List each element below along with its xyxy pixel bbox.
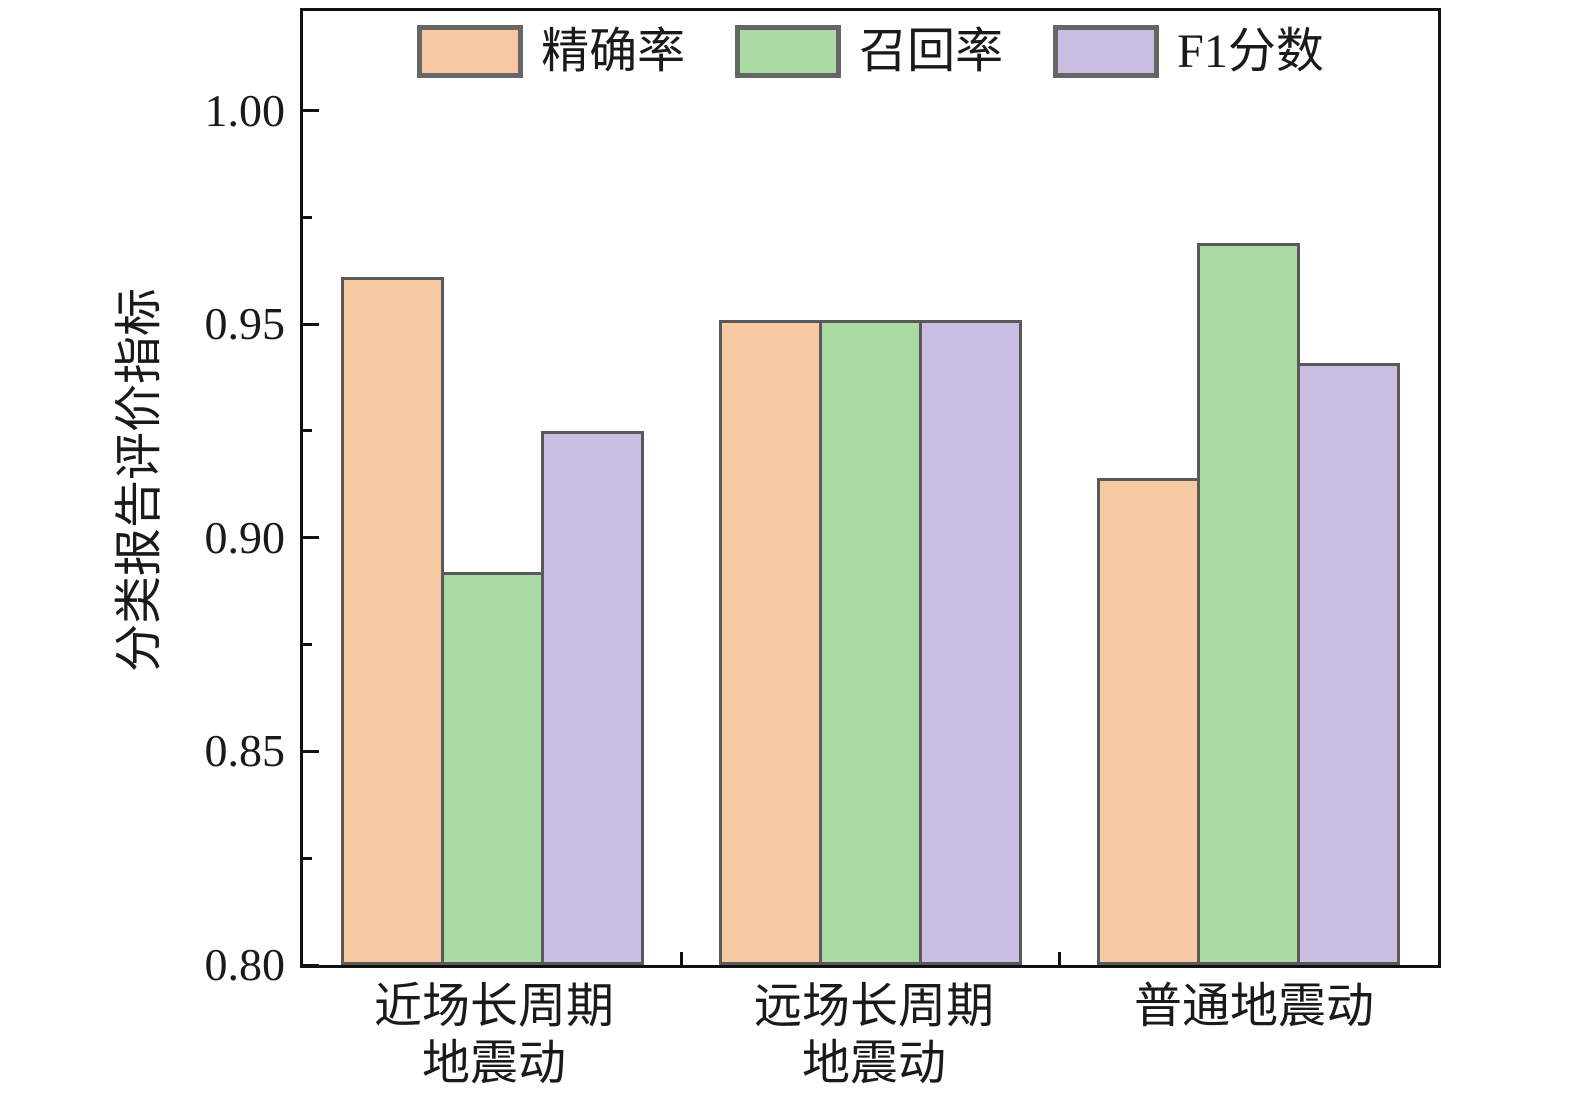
- bar-series0-group0: [340, 277, 444, 965]
- legend-item-precision: 精确率: [417, 25, 685, 78]
- legend-label-precision: 精确率: [541, 24, 686, 78]
- bar-series0-group2: [1097, 477, 1201, 965]
- bar-series0-group1: [719, 319, 822, 965]
- plot-area: 精确率 召回率 F1分数: [300, 8, 1441, 968]
- legend-label-f1: F1分数: [1177, 24, 1324, 78]
- x-tick-label-near-field: 近场长周期 地震动: [373, 980, 614, 1090]
- y-tick-label: 1.00: [204, 84, 286, 136]
- legend-item-recall: 召回率: [735, 25, 1003, 78]
- x-tick-label-far-field: 远场长周期 地震动: [753, 980, 994, 1090]
- y-major-tick: [303, 749, 319, 753]
- y-minor-tick: [303, 643, 312, 647]
- bar-series1-group0: [440, 571, 544, 965]
- bar-series2-group0: [540, 430, 644, 965]
- legend-swatch-f1: [1053, 25, 1160, 78]
- bar-series2-group1: [919, 319, 1022, 965]
- y-axis-tick-labels: 1.00 0.95 0.90 0.85 0.80: [155, 8, 286, 990]
- y-minor-tick: [303, 856, 312, 860]
- y-tick-label: 0.80: [204, 939, 286, 990]
- x-tick-label-ordinary: 普通地震动: [1133, 980, 1374, 1033]
- y-tick-label: 0.85: [204, 725, 286, 777]
- bar-series1-group2: [1197, 243, 1301, 965]
- x-divider-tick: [679, 952, 683, 965]
- legend-label-recall: 召回率: [859, 24, 1004, 78]
- y-minor-tick: [303, 215, 312, 219]
- y-minor-tick: [303, 429, 312, 433]
- x-divider-tick: [1058, 952, 1062, 965]
- y-major-tick: [303, 322, 319, 326]
- y-tick-label: 0.95: [204, 298, 286, 350]
- y-major-tick: [303, 109, 319, 113]
- bar-series1-group1: [819, 319, 922, 965]
- legend: 精确率 召回率 F1分数: [303, 25, 1438, 78]
- legend-item-f1: F1分数: [1053, 25, 1324, 78]
- legend-swatch-recall: [735, 25, 842, 78]
- y-major-tick: [303, 536, 319, 540]
- y-major-tick: [303, 963, 319, 967]
- legend-swatch-precision: [417, 25, 524, 78]
- y-tick-label: 0.90: [204, 511, 286, 563]
- bar-series2-group2: [1297, 362, 1401, 965]
